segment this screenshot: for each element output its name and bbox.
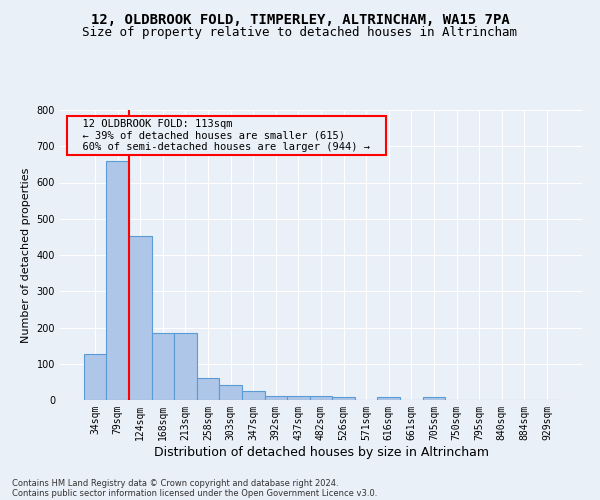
- Text: 12 OLDBROOK FOLD: 113sqm
  ← 39% of detached houses are smaller (615)
  60% of s: 12 OLDBROOK FOLD: 113sqm ← 39% of detach…: [70, 118, 383, 152]
- Text: Contains public sector information licensed under the Open Government Licence v3: Contains public sector information licen…: [12, 488, 377, 498]
- Bar: [242, 391, 265, 400]
- Bar: [310, 396, 332, 400]
- Bar: [174, 334, 197, 400]
- Text: 12, OLDBROOK FOLD, TIMPERLEY, ALTRINCHAM, WA15 7PA: 12, OLDBROOK FOLD, TIMPERLEY, ALTRINCHAM…: [91, 12, 509, 26]
- Bar: [197, 378, 220, 400]
- Bar: [265, 396, 287, 400]
- Bar: [377, 397, 400, 400]
- Bar: [152, 334, 174, 400]
- Bar: [129, 236, 152, 400]
- Bar: [332, 397, 355, 400]
- Text: Size of property relative to detached houses in Altrincham: Size of property relative to detached ho…: [83, 26, 517, 39]
- Bar: [422, 397, 445, 400]
- Bar: [287, 396, 310, 400]
- Text: Contains HM Land Registry data © Crown copyright and database right 2024.: Contains HM Land Registry data © Crown c…: [12, 478, 338, 488]
- X-axis label: Distribution of detached houses by size in Altrincham: Distribution of detached houses by size …: [154, 446, 488, 458]
- Bar: [220, 385, 242, 400]
- Bar: [84, 354, 106, 400]
- Bar: [106, 161, 129, 400]
- Y-axis label: Number of detached properties: Number of detached properties: [21, 168, 31, 342]
